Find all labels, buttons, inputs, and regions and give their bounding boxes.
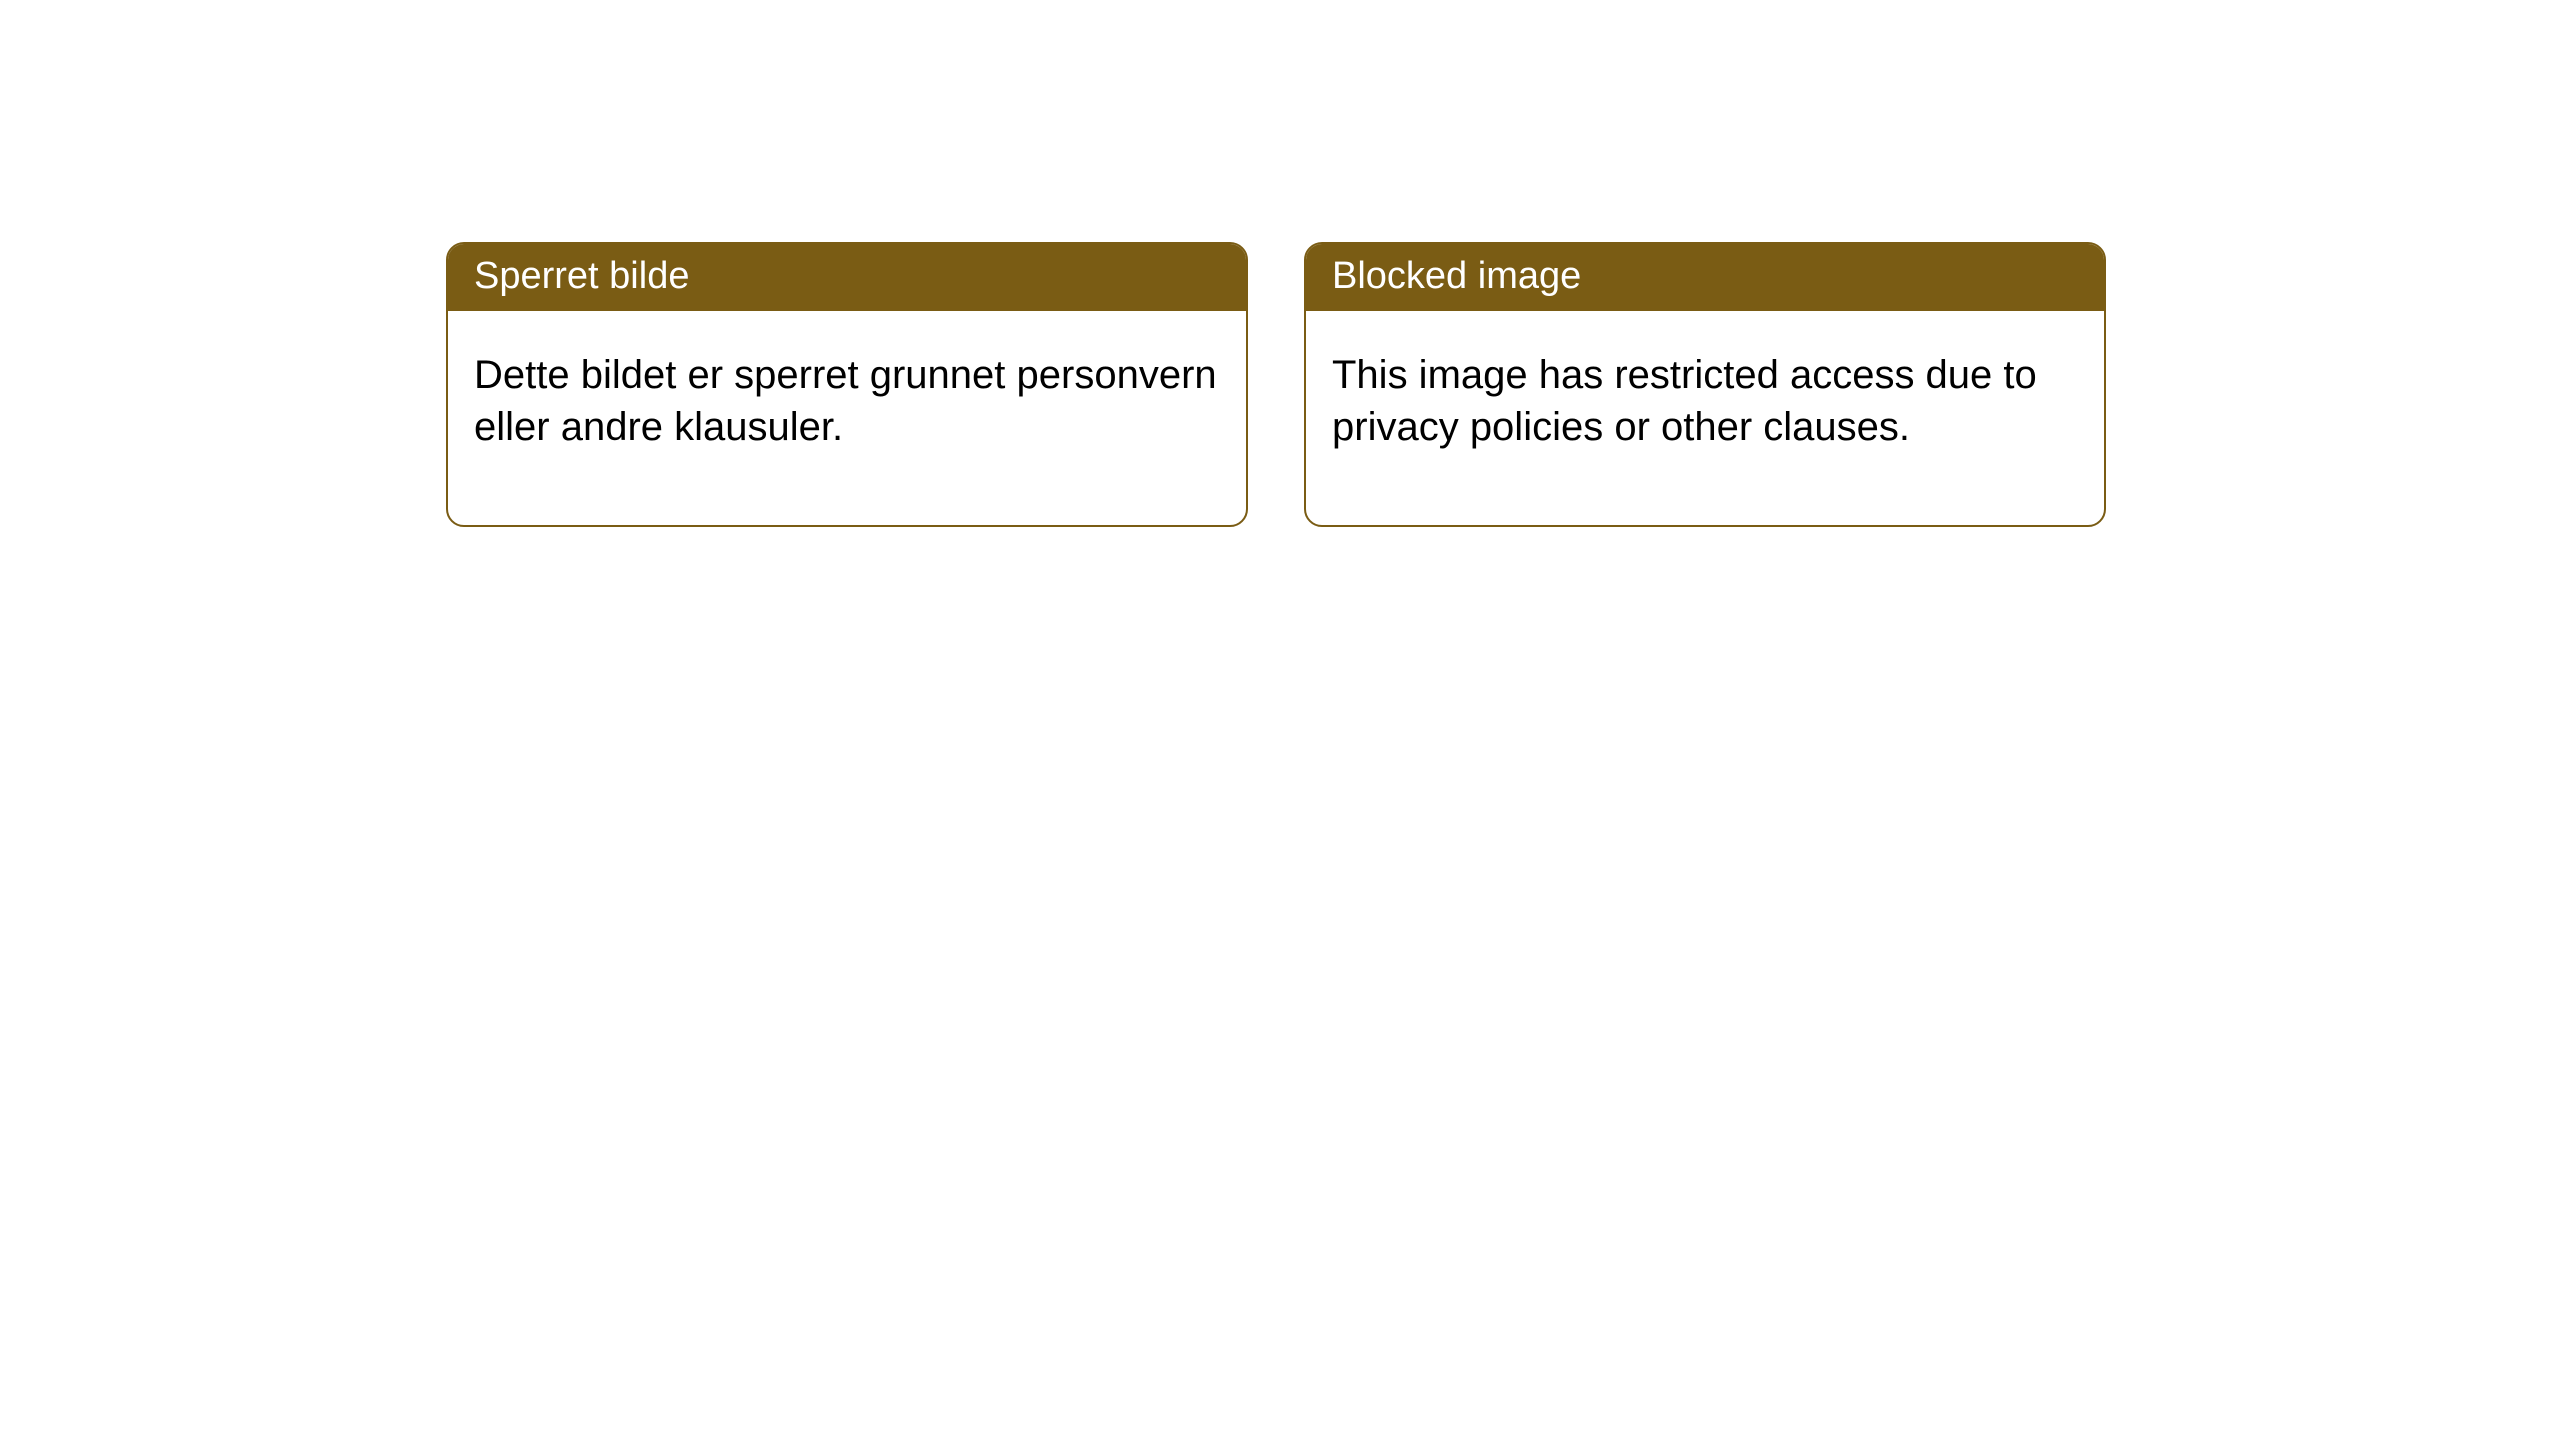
notice-body: This image has restricted access due to … (1306, 311, 2104, 525)
notice-card-english: Blocked image This image has restricted … (1304, 242, 2106, 527)
notice-card-norwegian: Sperret bilde Dette bildet er sperret gr… (446, 242, 1248, 527)
notice-title: Blocked image (1306, 244, 2104, 311)
notice-body: Dette bildet er sperret grunnet personve… (448, 311, 1246, 525)
notice-container: Sperret bilde Dette bildet er sperret gr… (0, 0, 2560, 527)
notice-title: Sperret bilde (448, 244, 1246, 311)
